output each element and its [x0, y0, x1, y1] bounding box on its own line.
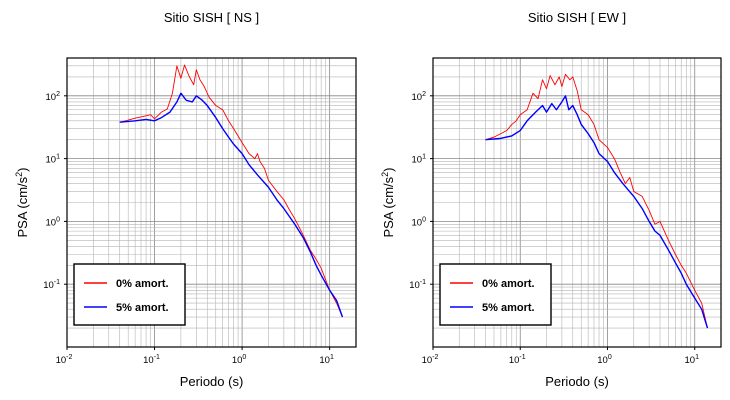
ns-xtick-label: 100	[232, 354, 247, 366]
ns-xtick-exp: 0	[242, 354, 246, 361]
ns-ytick-base: 10	[46, 155, 57, 166]
ns-ytick-label: 10-1	[43, 279, 60, 291]
ew-panel: Sitio SISH [ EW ]10-2 10-1 100 10110-110010…	[380, 10, 722, 389]
ew-xtick-label: 10-1	[509, 354, 526, 366]
ew-y-axis-label: PSA (cm/s2)	[380, 167, 396, 237]
ns-xtick-label: 10-2	[56, 354, 73, 366]
ew-ytick-base: 10	[412, 92, 423, 103]
ew-ytick-label: 100	[412, 216, 427, 228]
ns-legend-box	[73, 263, 186, 326]
ns-panel: Sitio SISH [ NS ]10-2 10-1 100 10110-110010…	[14, 10, 357, 389]
ew-xtick-base: 10	[422, 355, 433, 366]
ns-xtick-label: 10-1	[143, 354, 160, 366]
ew-ytick-base: 10	[412, 217, 423, 228]
ew-xtick-base: 10	[684, 355, 695, 366]
ew-ytick-exp: -1	[420, 279, 426, 286]
ns-series-line-blue	[119, 92, 344, 318]
ew-series-line-red	[485, 73, 708, 329]
ew-legend: 0% amort. 5% amort.	[439, 263, 552, 326]
ew-ytick-label: 10-1	[409, 279, 426, 291]
ns-ytick-label: 101	[46, 154, 61, 166]
ns-ytick-base: 10	[46, 217, 57, 228]
ns-plot-frame	[66, 57, 357, 348]
ew-ytick-exp: 0	[422, 216, 426, 223]
ns-xtick-base: 10	[143, 355, 154, 366]
ew-ytick-base: 10	[412, 155, 423, 166]
ew-ytick-base: 10	[409, 280, 420, 291]
ew-chart-title: Sitio SISH [ EW ]	[528, 10, 626, 25]
ns-ytick-exp: 0	[56, 216, 60, 223]
ns-ytick-label: 100	[46, 216, 61, 228]
ew-x-axis-label: Periodo (s)	[545, 374, 609, 389]
ns-xtick-base: 10	[56, 355, 67, 366]
ew-xtick-exp: 0	[608, 354, 612, 361]
ew-xtick-exp: 1	[695, 354, 699, 361]
ew-xtick-exp: -1	[519, 354, 525, 361]
ns-chart-title: Sitio SISH [ NS ]	[164, 10, 259, 25]
ew-legend-label: 5% amort.	[482, 302, 535, 314]
ew-xtick-label: 10-2	[422, 354, 439, 366]
ns-legend-label: 0% amort.	[116, 278, 169, 290]
ns-ytick-exp: -1	[54, 279, 60, 286]
ns-y-axis-label: PSA (cm/s2)	[14, 167, 30, 237]
ns-ytick-base: 10	[43, 280, 54, 291]
ns-ytick-exp: 1	[56, 154, 60, 161]
ew-ytick-exp: 2	[422, 91, 426, 98]
ns-legend-label: 5% amort.	[116, 302, 169, 314]
ew-series-line-blue	[485, 95, 709, 329]
ew-xtick-label: 100	[597, 354, 612, 366]
ns-legend: 0% amort. 5% amort.	[73, 263, 186, 326]
ew-ytick-label: 102	[412, 91, 427, 103]
ns-xtick-label: 101	[319, 354, 334, 366]
ew-legend-box	[439, 263, 552, 326]
ns-ytick-base: 10	[46, 92, 57, 103]
ns-xtick-exp: 1	[330, 354, 334, 361]
ew-ytick-exp: 1	[422, 154, 426, 161]
ns-ytick-exp: 2	[56, 91, 60, 98]
ew-ytick-label: 101	[412, 154, 427, 166]
ns-xtick-exp: -2	[66, 354, 72, 361]
ew-legend-label: 0% amort.	[482, 278, 535, 290]
ew-xtick-base: 10	[597, 355, 608, 366]
ns-xtick-exp: -1	[154, 354, 160, 361]
ns-ytick-label: 102	[46, 91, 61, 103]
ns-grid	[66, 57, 357, 348]
ns-xtick-base: 10	[232, 355, 243, 366]
ew-xtick-exp: -2	[432, 354, 438, 361]
ew-xtick-base: 10	[509, 355, 520, 366]
ns-series-line-red	[119, 64, 343, 318]
ns-xtick-base: 10	[319, 355, 330, 366]
ew-xtick-label: 101	[684, 354, 699, 366]
ns-x-axis-label: Periodo (s)	[180, 374, 244, 389]
ew-plot-frame	[432, 57, 722, 348]
